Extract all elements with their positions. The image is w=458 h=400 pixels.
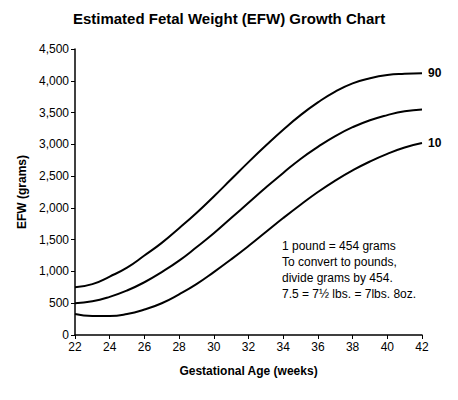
svg-text:4,500: 4,500 [39,42,69,56]
svg-text:3,000: 3,000 [39,137,69,151]
svg-text:90: 90 [428,66,442,80]
svg-text:24: 24 [103,340,117,354]
svg-text:1,500: 1,500 [39,233,69,247]
svg-text:22: 22 [68,340,82,354]
svg-text:7.5 = 7½ lbs. = 7lbs. 8oz.: 7.5 = 7½ lbs. = 7lbs. 8oz. [282,287,416,301]
svg-text:To convert to pounds,: To convert to pounds, [282,255,397,269]
svg-text:2,500: 2,500 [39,169,69,183]
svg-text:EFW (grams): EFW (grams) [15,155,29,229]
svg-text:4,000: 4,000 [39,74,69,88]
svg-text:Estimated Fetal Weight (EFW) G: Estimated Fetal Weight (EFW) Growth Char… [73,10,385,27]
svg-text:28: 28 [172,340,186,354]
svg-text:40: 40 [381,340,395,354]
svg-text:42: 42 [415,340,429,354]
svg-text:Gestational Age (weeks): Gestational Age (weeks) [179,364,317,378]
svg-text:1 pound = 454 grams: 1 pound = 454 grams [282,239,396,253]
svg-text:10: 10 [428,136,442,150]
svg-text:26: 26 [138,340,152,354]
svg-text:34: 34 [277,340,291,354]
svg-text:2,000: 2,000 [39,201,69,215]
svg-text:38: 38 [346,340,360,354]
svg-text:36: 36 [311,340,325,354]
svg-text:divide grams by 454.: divide grams by 454. [282,271,393,285]
svg-text:30: 30 [207,340,221,354]
svg-text:3,500: 3,500 [39,106,69,120]
svg-text:0: 0 [62,328,69,342]
svg-text:1,000: 1,000 [39,264,69,278]
svg-text:500: 500 [49,296,69,310]
svg-text:32: 32 [242,340,256,354]
